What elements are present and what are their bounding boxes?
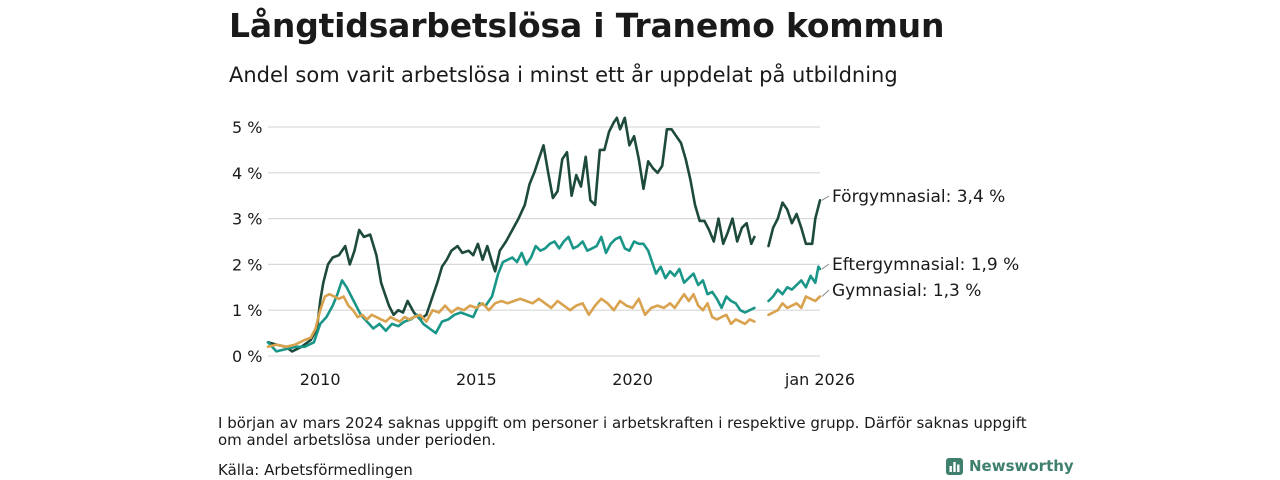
y-axis-ticks: 0 % 1 % 2 % 3 % 4 % 5 % (232, 118, 262, 366)
label-leader (821, 263, 830, 270)
series-labels: Förgymnasial: 3,4 % Eftergymnasial: 1,9 %… (821, 187, 1019, 301)
x-tick-label: 2015 (456, 370, 497, 389)
y-tick-label: 1 % (232, 301, 262, 320)
newsworthy-logo[interactable]: Newsworthy (946, 457, 1074, 475)
source-credit: Källa: Arbetsförmedlingen (218, 461, 413, 479)
grid-lines (268, 126, 820, 357)
series-label-gymnasial: Gymnasial: 1,3 % (832, 281, 981, 301)
y-tick-label: 4 % (232, 164, 262, 183)
series-line-forgymnasial (266, 116, 822, 353)
series-lines (266, 116, 822, 353)
chart-subtitle: Andel som varit arbetslösa i minst ett å… (229, 63, 898, 87)
chart-title: Långtidsarbetslösa i Tranemo kommun (229, 6, 945, 45)
x-tick-label: 2020 (612, 370, 653, 389)
series-line-gymnasial (266, 292, 822, 349)
x-tick-label: 2010 (300, 370, 341, 389)
footnote: I början av mars 2024 saknas uppgift om … (218, 414, 1027, 449)
label-leader (821, 289, 830, 297)
y-tick-label: 3 % (232, 210, 262, 229)
x-tick-label: jan 2026 (784, 370, 855, 389)
bar-chart-icon (946, 457, 963, 475)
y-tick-label: 0 % (232, 347, 262, 366)
line-chart: 0 %1 %2 %3 %4 %5 % 2010 2015 2020 jan 2026 … (232, 116, 1019, 389)
y-tick-label: 2 % (232, 255, 262, 274)
label-leader (821, 195, 830, 201)
y-tick-label: 5 % (232, 118, 262, 137)
x-axis-ticks: 2010 2015 2020 jan 2026 (300, 370, 855, 389)
series-line-eftergymnasial (266, 235, 822, 353)
series-label-eftergymnasial: Eftergymnasial: 1,9 % (832, 255, 1019, 275)
brand-name: Newsworthy (969, 457, 1074, 475)
series-label-forgymnasial: Förgymnasial: 3,4 % (832, 187, 1005, 207)
